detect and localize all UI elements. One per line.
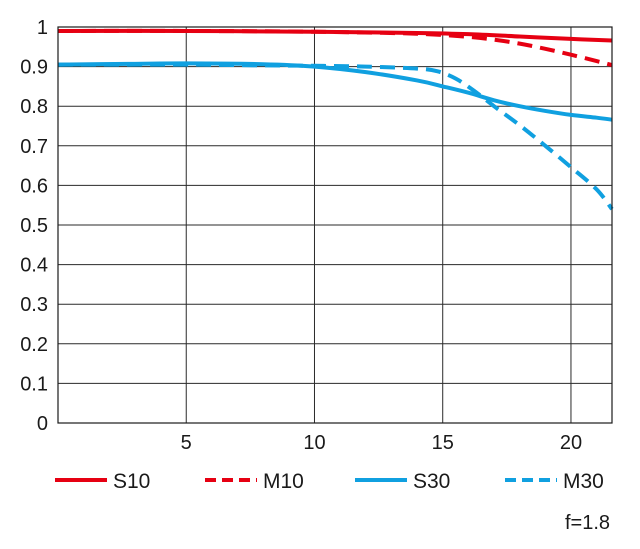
y-axis-ticks: 0 0.1 0.2 0.3 0.4 0.5 0.6 0.7 0.8 0.9 1 xyxy=(20,17,48,435)
y-tick-label: 0.1 xyxy=(20,373,48,395)
plot-frame xyxy=(57,26,613,424)
y-tick-label: 0 xyxy=(37,413,48,435)
series-line-s10 xyxy=(57,28,613,43)
legend-label-m30: M30 xyxy=(563,470,604,493)
legend: S10 M10 S30 M30 xyxy=(55,470,604,493)
y-tick-label: 0.9 xyxy=(20,57,48,79)
series-line-s30 xyxy=(57,61,613,122)
x-tick-label: 10 xyxy=(303,432,325,454)
y-tick-label: 0.6 xyxy=(20,175,48,197)
grid-lines xyxy=(58,27,612,423)
y-tick-label: 0.8 xyxy=(20,96,48,118)
x-tick-label: 15 xyxy=(432,432,454,454)
x-tick-label: 20 xyxy=(560,432,582,454)
legend-label-m10: M10 xyxy=(263,470,304,493)
series-lines xyxy=(57,28,614,211)
series-line-m30 xyxy=(57,62,614,211)
y-tick-label: 0.4 xyxy=(20,255,48,277)
y-tick-label: 0.3 xyxy=(20,294,48,316)
aperture-annotation: f=1.8 xyxy=(564,512,610,534)
y-tick-label: 0.2 xyxy=(20,334,48,356)
y-tick-label: 0.7 xyxy=(20,136,48,158)
legend-label-s30: S30 xyxy=(413,470,450,493)
x-axis-ticks: 5 10 15 20 xyxy=(181,432,582,454)
x-tick-label: 5 xyxy=(181,432,192,454)
legend-label-s10: S10 xyxy=(113,470,150,493)
y-tick-label: 1 xyxy=(37,17,48,39)
y-tick-label: 0.5 xyxy=(20,215,48,237)
